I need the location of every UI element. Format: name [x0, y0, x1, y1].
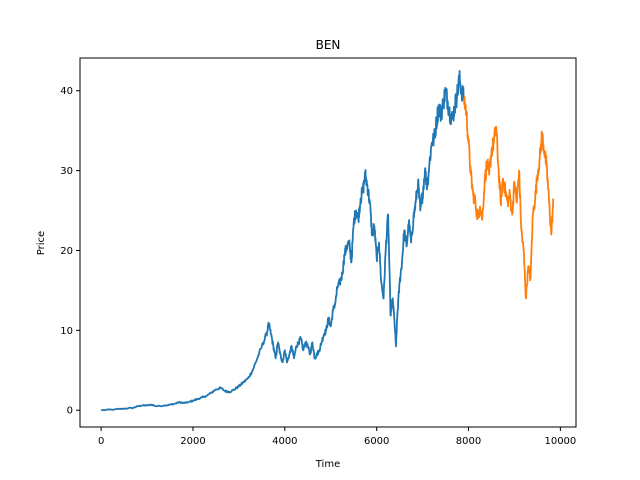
x-tick-label: 8000	[456, 436, 481, 447]
plot-area	[101, 70, 555, 412]
series-2-line	[463, 96, 555, 300]
y-tick-label: 0	[67, 406, 73, 417]
y-axis-label: Price	[36, 231, 47, 255]
x-tick-label: 4000	[272, 436, 297, 447]
y-tick-label: 30	[60, 166, 73, 177]
x-tick-label: 0	[98, 436, 104, 447]
plot-frame	[79, 57, 577, 428]
x-tick-label: 10000	[544, 436, 576, 447]
x-axis-label: Time	[315, 459, 340, 470]
axis-ticks: 0 2000 4000 6000 8000 10000 0 10 20 30 40	[60, 86, 576, 447]
series-1-line	[101, 70, 465, 412]
y-tick-label: 20	[60, 246, 73, 257]
y-tick-label: 10	[60, 326, 73, 337]
x-tick-label: 2000	[180, 436, 205, 447]
x-tick-label: 6000	[364, 436, 389, 447]
chart-title: BEN	[316, 38, 341, 52]
y-tick-label: 40	[60, 86, 73, 97]
